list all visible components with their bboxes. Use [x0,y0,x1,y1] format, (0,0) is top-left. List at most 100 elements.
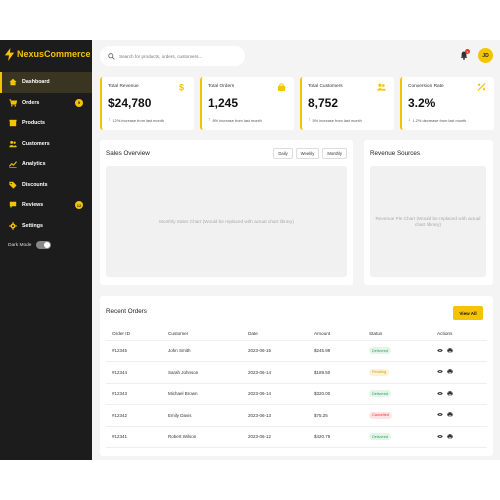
dark-mode-toggle[interactable] [36,241,52,249]
sidebar-item-settings[interactable]: Settings [0,216,92,237]
stat-title: Total Orders [208,84,235,89]
sidebar-item-label: Products [22,120,45,127]
order-customer: Sarah Johnson [162,361,242,384]
order-date: 2023-06-13 [242,404,308,427]
print-icon[interactable] [447,348,453,353]
order-id: #12342 [106,404,162,427]
eye-icon[interactable] [437,369,443,374]
table-body: #12345 John Smith 2023-06-15 $245.99 Deliver… [106,340,487,448]
order-date: 2023-06-12 [242,426,308,448]
period-monthly-button[interactable]: Monthly [322,148,347,159]
order-customer: Emily Davis [162,404,242,427]
sales-period-buttons: Daily Weekly Monthly [273,148,347,159]
order-amount: $75.25 [308,404,363,427]
order-amount: $320.00 [308,383,363,405]
sales-chart-placeholder: Monthly Sales Chart (Would be replaced w… [106,166,347,277]
arrow-down-icon: ↓ [408,117,411,123]
eye-icon[interactable] [437,412,443,417]
recent-orders-title: Recent Orders [106,308,147,315]
sidebar-item-label: Dashboard [22,79,50,86]
stat-change-text: 8% increase from last month [212,117,262,123]
stat-change: ↑ 5% increase from last month [308,117,394,123]
sidebar-item-analytics[interactable]: Analytics [0,154,92,175]
period-daily-button[interactable]: Daily [273,148,293,159]
sidebar-item-label: Orders [22,99,40,106]
order-status-cell: Delivered [363,340,431,362]
home-icon [8,78,17,87]
sales-overview-title: Sales Overview [106,150,150,157]
recent-orders-panel: Recent Orders View All Order ID Customer D… [100,296,493,456]
eye-icon[interactable] [437,348,443,353]
sidebar: NexusCommerce Dashboard Orders 5 Products Cu… [0,40,92,460]
sidebar-item-reviews[interactable]: Reviews 12 [0,195,92,216]
order-id: #12341 [106,426,162,448]
order-id: #12343 [106,383,162,405]
print-icon[interactable] [447,369,453,374]
sidebar-item-dashboard[interactable]: Dashboard [0,72,92,93]
order-date: 2023-06-14 [242,383,308,405]
main-content: 3 JD Total Revenue$24,780↑12% increase f… [92,40,500,460]
users-icon [8,139,17,148]
order-date: 2023-06-15 [242,340,308,362]
period-weekly-button[interactable]: Weekly [295,148,320,159]
order-status-cell: Delivered [363,383,431,405]
status-badge: Delivered [369,433,392,441]
print-icon[interactable] [447,391,453,396]
sidebar-item-customers[interactable]: Customers [0,134,92,155]
dollar-icon: $ [179,83,184,92]
print-icon[interactable] [447,434,453,439]
sidebar-item-orders[interactable]: Orders 5 [0,93,92,114]
sidebar-item-label: Reviews [22,202,44,209]
search-bar[interactable] [100,46,245,66]
table-row: #12342 Emily Davis 2023-06-13 $75.25 Cancell… [106,404,487,427]
eye-icon[interactable] [437,391,443,396]
stat-card-total-revenue: Total Revenue $24,780 ↑ 12% increase from l… [100,77,194,130]
order-amount: $245.99 [308,340,363,362]
sidebar-badge: 5 [75,98,83,107]
stat-card-total-orders: Total Orders 1,245 ↑ 8% increase from last … [200,77,294,130]
order-actions [431,383,487,405]
bag-icon [277,83,286,92]
order-actions [431,340,487,362]
stat-value: 1,245 [208,96,239,110]
view-all-button[interactable]: View All [453,306,483,320]
chart-line-icon [8,160,17,169]
table-row: #12345 John Smith 2023-06-15 $245.99 Deliver… [106,340,487,362]
status-badge: Cancelled [369,411,392,419]
search-input[interactable] [119,53,244,59]
status-badge: Delivered [369,347,392,355]
column-header-customer: Customer [162,328,242,341]
notification-badge: 3 [465,49,470,54]
sidebar-item-products[interactable]: Products [0,113,92,134]
gear-icon [8,221,17,230]
print-icon[interactable] [447,412,453,417]
order-status-cell: Pending [363,361,431,384]
order-id: #12344 [106,361,162,384]
dark-mode-row: Dark Mode [0,238,92,252]
sales-overview-panel: Sales Overview Daily Weekly Monthly Mont… [100,140,353,285]
brand[interactable]: NexusCommerce [0,40,92,68]
arrow-up-icon: ↑ [208,117,211,123]
stat-value: 8,752 [308,96,339,110]
stat-change-text: 5% increase from last month [312,117,362,123]
stat-title: Total Revenue [108,84,139,89]
stat-card-total-customers: Total Customers 8,752 ↑ 5% increase from la… [300,77,394,130]
revenue-chart-placeholder: Revenue Pie Chart (Would be replaced wit… [370,166,486,277]
order-customer: Robert Wilson [162,426,242,448]
tag-icon [8,180,17,189]
stat-title: Total Customers [308,84,343,89]
stat-change-text: 12% increase from last month [112,117,164,123]
arrow-up-icon: ↑ [108,117,111,123]
eye-icon[interactable] [437,434,443,439]
stat-card-conversion-rate: Conversion Rate 3.2% ↓ 1.2% decrease from l… [400,77,494,130]
order-amount: $420.75 [308,426,363,448]
stat-change: ↑ 12% increase from last month [108,117,194,123]
column-header-status: Status [363,328,431,341]
order-date: 2023-06-14 [242,361,308,384]
sidebar-item-discounts[interactable]: Discounts [0,175,92,196]
sidebar-nav: Dashboard Orders 5 Products Customers Analyti… [0,72,92,236]
stat-title: Conversion Rate [408,84,444,89]
table-row: #12344 Sarah Johnson 2023-06-14 $189.50 Pend… [106,361,487,384]
avatar[interactable]: JD [478,48,493,63]
order-id: #12345 [106,340,162,362]
